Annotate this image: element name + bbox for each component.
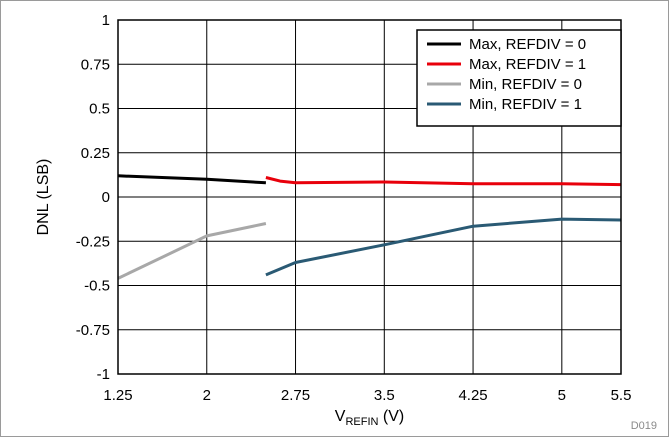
legend-label: Min, REFDIV = 1 bbox=[469, 96, 582, 113]
legend-box bbox=[416, 29, 622, 127]
x-tick-label: 1.25 bbox=[103, 387, 132, 404]
y-tick-label: -1 bbox=[97, 366, 110, 383]
x-tick-label: 5.5 bbox=[611, 387, 632, 404]
figure-id: D019 bbox=[631, 420, 657, 432]
x-tick-label: 2.75 bbox=[281, 387, 310, 404]
x-axis-label-main: V bbox=[335, 408, 346, 425]
series-line-2 bbox=[265, 176, 622, 187]
x-tick-label: 3.5 bbox=[374, 387, 395, 404]
y-tick-label: 0.25 bbox=[81, 145, 110, 162]
y-tick-labels: 1 0.75 0.5 0.25 0 -0.25 -0.5 -0.75 -1 bbox=[76, 12, 110, 383]
x-tick-label: 4.25 bbox=[458, 387, 487, 404]
y-tick-label: -0.25 bbox=[76, 233, 110, 250]
legend-label: Max, REFDIV = 0 bbox=[469, 36, 586, 53]
y-tick-label: 0.5 bbox=[89, 101, 110, 118]
series-lines bbox=[117, 174, 622, 280]
series-line-1 bbox=[117, 174, 266, 185]
legend-label: Min, REFDIV = 0 bbox=[469, 76, 582, 93]
x-tick-label: 5 bbox=[558, 387, 566, 404]
plot-frame bbox=[117, 19, 622, 375]
x-axis-label-sub: REFIN bbox=[345, 416, 378, 428]
legend: Max, REFDIV = 0 Max, REFDIV = 1 Min, REFDI… bbox=[416, 29, 622, 127]
y-tick-label: -0.5 bbox=[84, 278, 110, 295]
y-tick-label: 1 bbox=[102, 12, 110, 29]
x-tick-labels: 1.25 2 2.75 3.5 4.25 5 5.5 bbox=[103, 387, 631, 404]
y-axis-label: DNL (LSB) bbox=[35, 159, 52, 236]
y-tick-label: -0.75 bbox=[76, 322, 110, 339]
x-axis-label: VREFIN (V) bbox=[335, 408, 404, 428]
series-line-4 bbox=[265, 217, 622, 277]
y-tick-label: 0 bbox=[102, 189, 110, 206]
x-axis-label-unit: (V) bbox=[378, 408, 404, 425]
x-tick-label: 2 bbox=[203, 387, 211, 404]
series-line-3 bbox=[117, 222, 267, 280]
y-tick-label: 0.75 bbox=[81, 56, 110, 73]
legend-label: Max, REFDIV = 1 bbox=[469, 56, 586, 73]
